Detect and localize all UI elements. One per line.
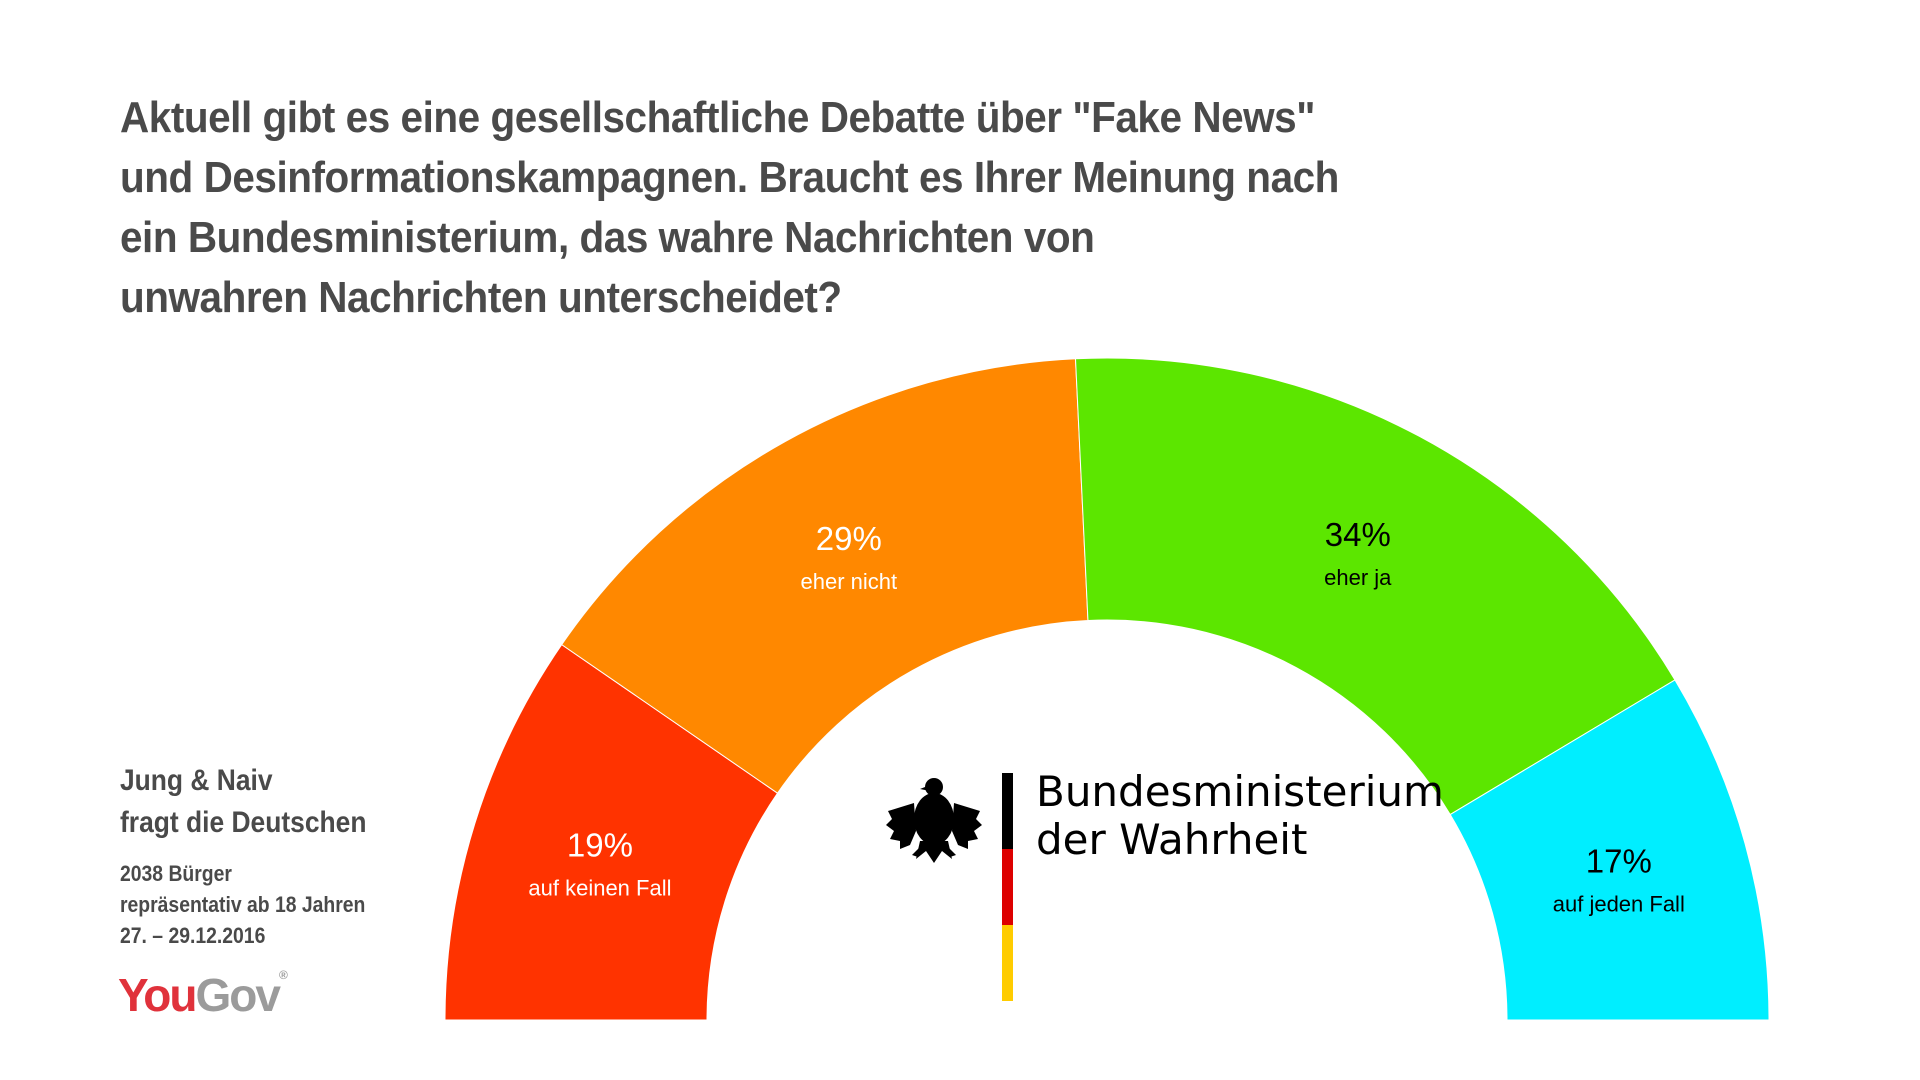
slice-category-label-2: eher ja [1324,565,1392,590]
slice-value-label-1: 29% [816,520,882,557]
slice-value-label-0: 19% [567,826,633,863]
slice-value-label-3: 17% [1586,843,1652,880]
yougov-logo-you: You [118,969,197,1021]
federal-eagle-logo [886,773,1013,1001]
ministry-name-line-1: Bundesministerium [1036,767,1444,816]
slice-2 [1074,357,1676,816]
chart-slices [444,357,1770,1021]
survey-meta: 2038 Bürger repräsentativ ab 18 Jahren 2… [120,858,366,951]
title-line-4: unwahren Nachrichten unterscheidet? [120,273,842,322]
yougov-logo: YouGov® [118,968,288,1022]
slice-3 [1449,679,1770,1021]
yougov-logo-gov: Gov [195,969,280,1021]
registered-mark: ® [278,968,288,982]
eagle-icon [886,778,982,863]
sample-size: 2038 Bürger [120,861,232,886]
flag-bar-black [1002,773,1013,849]
title-line-3: ein Bundesministerium, das wahre Nachric… [120,213,1095,262]
flag-bar-red [1002,849,1013,925]
slice-value-label-2: 34% [1325,516,1391,553]
ministry-name-line-2: der Wahrheit [1036,815,1308,864]
slice-category-label-3: auf jeden Fall [1553,892,1685,917]
chart-labels: 19% auf keinen Fall 29% eher nicht 34% eher j… [528,516,1684,917]
slice-1 [561,358,1089,794]
source-line-2: fragt die Deutschen [120,806,367,839]
flag-bar-gold [1002,925,1013,1001]
title-line-2: und Desinformationskampagnen. Braucht es… [120,153,1339,202]
ministry-name: Bundesministerium der Wahrheit [1036,768,1444,864]
survey-source: Jung & Naiv fragt die Deutschen 2038 Bür… [120,760,400,951]
survey-date: 27. – 29.12.2016 [120,923,266,948]
chart-title: Aktuell gibt es eine gesellschaftliche D… [120,88,1426,328]
sample-description: repräsentativ ab 18 Jahren [120,892,366,917]
source-line-1: Jung & Naiv [120,764,273,797]
slice-category-label-0: auf keinen Fall [528,875,671,900]
slice-category-label-1: eher nicht [801,569,898,594]
title-line-1: Aktuell gibt es eine gesellschaftliche D… [120,93,1315,142]
